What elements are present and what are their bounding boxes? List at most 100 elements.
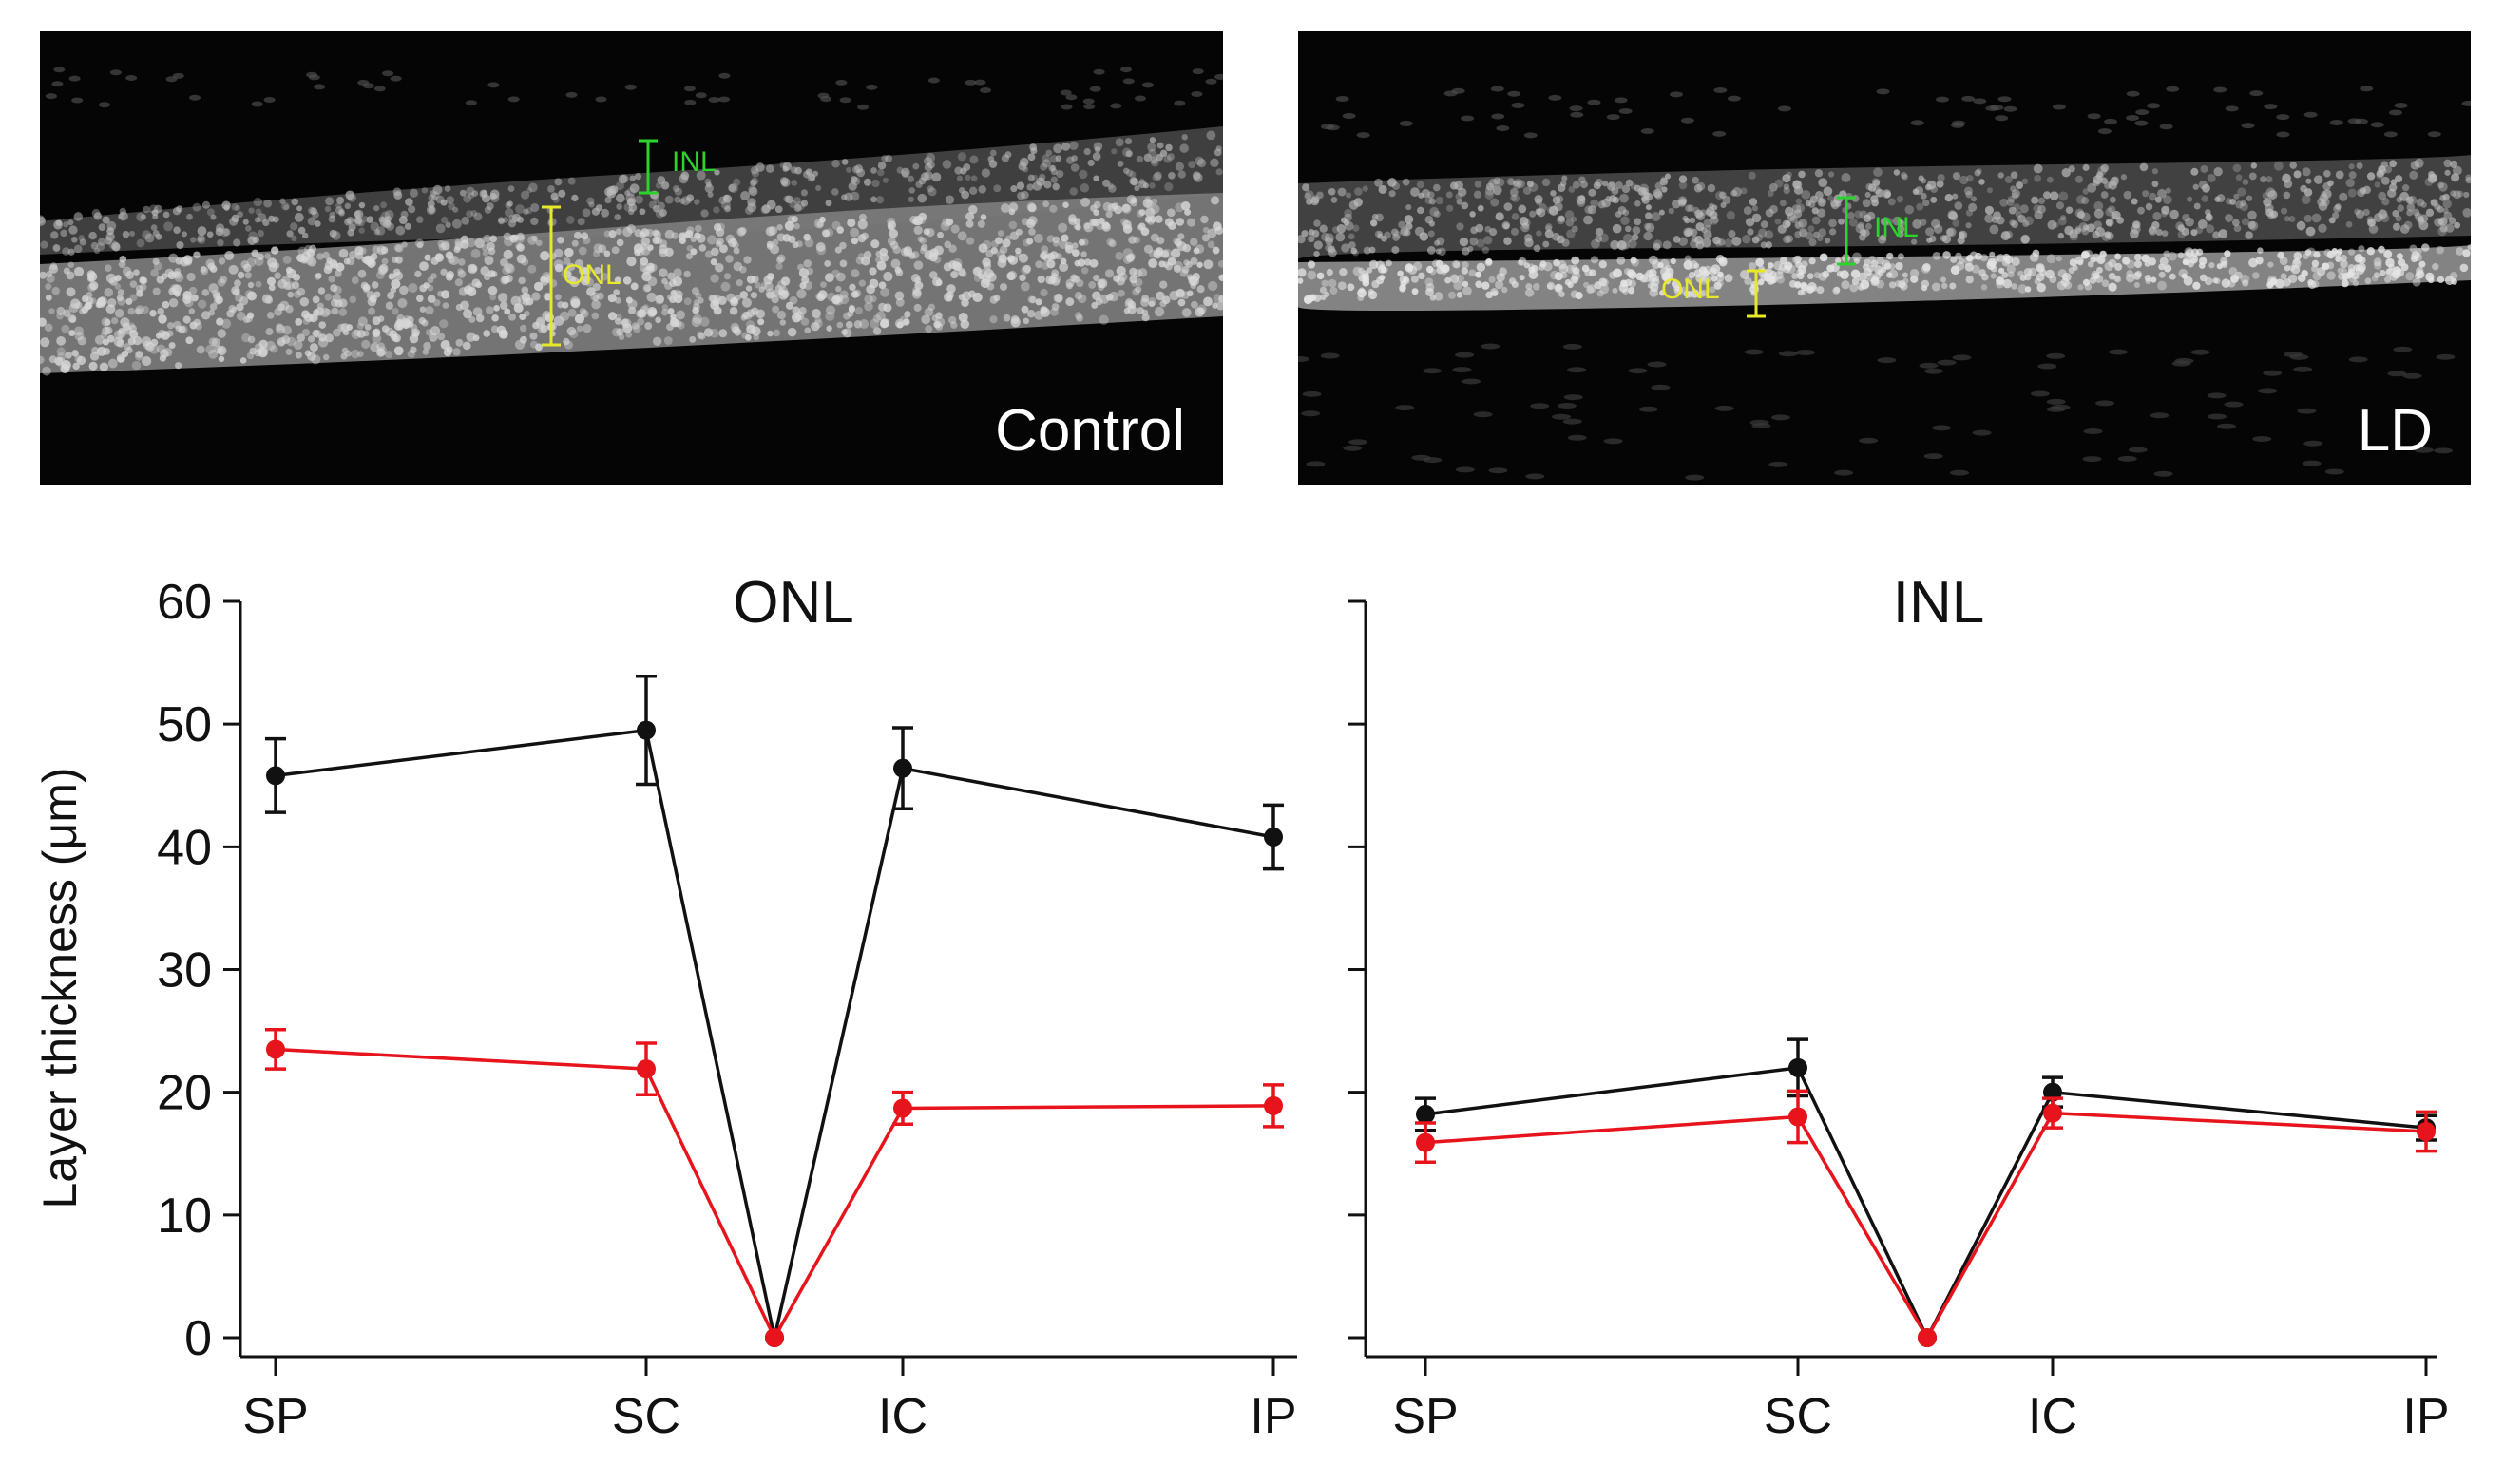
nucleus — [789, 295, 798, 305]
nucleus — [965, 237, 975, 245]
nucleus — [330, 284, 338, 293]
nucleus — [674, 187, 683, 196]
nucleus — [418, 316, 427, 325]
nucleus — [877, 161, 887, 170]
nucleus — [452, 348, 461, 356]
nucleus — [611, 246, 620, 255]
nucleus — [744, 333, 752, 341]
nucleus — [2399, 224, 2410, 234]
nucleus — [1392, 233, 1401, 241]
nucleus — [1921, 199, 1930, 207]
nucleus — [1040, 252, 1048, 260]
nucleus — [1791, 204, 1802, 214]
nucleus — [753, 333, 760, 341]
nucleus — [111, 241, 121, 251]
nucleus — [2226, 198, 2233, 205]
nucleus — [1405, 222, 1413, 230]
nucleus — [2218, 229, 2228, 238]
nucleus — [367, 258, 376, 268]
nucleus — [1363, 246, 1371, 255]
nucleus — [1061, 142, 1070, 151]
nucleus — [1208, 280, 1218, 292]
nucleus — [317, 337, 329, 348]
nucleus — [1461, 201, 1469, 210]
nucleus — [1175, 162, 1185, 171]
nucleus — [131, 360, 142, 371]
nucleus — [993, 184, 1002, 193]
nucleus — [71, 350, 79, 357]
nucleus — [73, 244, 83, 254]
nucleus — [1078, 238, 1085, 246]
nucleus — [458, 287, 468, 296]
nucleus — [978, 273, 984, 280]
nucleus — [1469, 237, 1479, 246]
nucleus — [91, 346, 100, 354]
nucleus — [1456, 292, 1463, 298]
nucleus — [1610, 239, 1620, 250]
nucleus — [683, 270, 691, 278]
nucleus — [1310, 195, 1320, 204]
nucleus — [2109, 196, 2116, 203]
nucleus — [1433, 183, 1441, 192]
nucleus — [557, 236, 564, 244]
nucleus — [1687, 204, 1695, 212]
nucleus — [140, 214, 147, 220]
nucleus — [1181, 265, 1190, 274]
nucleus — [2424, 178, 2434, 186]
nucleus — [1183, 259, 1190, 266]
nucleus — [1765, 208, 1774, 218]
nucleus — [858, 213, 867, 221]
nucleus — [755, 309, 766, 319]
nucleus — [1141, 314, 1150, 322]
nucleus — [550, 192, 559, 200]
nucleus — [328, 276, 335, 283]
nucleus — [517, 295, 527, 305]
nucleus — [1414, 226, 1424, 237]
nucleus — [1557, 216, 1566, 225]
nucleus — [1128, 236, 1137, 244]
nucleus — [632, 324, 641, 333]
nucleus — [257, 229, 264, 238]
nucleus — [334, 269, 342, 277]
nucleus — [1794, 231, 1802, 238]
nucleus — [135, 350, 143, 359]
nucleus — [553, 315, 564, 327]
nucleus — [983, 261, 992, 271]
y-axis-label: Layer thickness (μm) — [33, 767, 86, 1208]
nucleus — [473, 212, 483, 221]
nucleus — [346, 324, 354, 331]
nucleus — [1731, 236, 1742, 246]
nucleus — [1854, 210, 1863, 219]
nucleus — [393, 346, 404, 356]
nucleus — [1058, 222, 1068, 233]
nucleus — [1015, 247, 1022, 255]
nucleus — [373, 228, 381, 236]
nucleus — [2335, 170, 2344, 180]
nucleus — [2182, 213, 2190, 222]
nucleus — [1035, 298, 1042, 306]
nucleus — [423, 341, 431, 351]
nucleus — [608, 230, 617, 238]
nucleus — [616, 203, 622, 210]
nucleus — [2106, 232, 2114, 240]
nucleus — [970, 175, 978, 181]
nucleus — [116, 295, 124, 302]
nucleus — [1978, 179, 1985, 185]
nucleus — [196, 237, 202, 243]
nucleus — [1196, 261, 1203, 268]
ganglion-cell — [189, 94, 201, 101]
nucleus — [1552, 196, 1561, 204]
nucleus — [1053, 143, 1062, 154]
nucleus — [105, 273, 117, 284]
nucleus — [104, 318, 111, 326]
nucleus — [740, 190, 751, 200]
nucleus — [733, 328, 742, 336]
nucleus — [86, 301, 93, 310]
nucleus — [989, 315, 998, 324]
nucleus — [870, 295, 877, 303]
nucleus — [2017, 214, 2026, 223]
nucleus — [686, 244, 694, 252]
nucleus — [93, 247, 101, 255]
nucleus — [1198, 307, 1206, 314]
nucleus — [1434, 239, 1441, 246]
